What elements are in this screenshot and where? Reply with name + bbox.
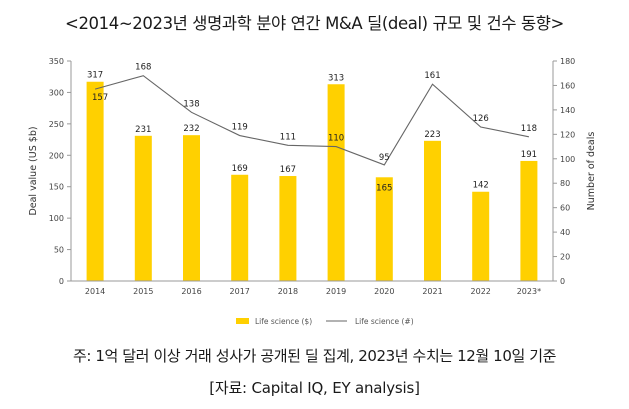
bar-value-label: 317 xyxy=(87,71,103,81)
legend-label-line: Life science (#) xyxy=(355,317,414,326)
bar xyxy=(327,84,345,281)
line-value-label: 95 xyxy=(379,153,390,163)
x-tick-label: 2014 xyxy=(85,287,105,296)
left-tick-label: 100 xyxy=(49,214,64,223)
right-tick-label: 180 xyxy=(560,57,575,66)
bar xyxy=(520,160,538,281)
bar xyxy=(472,191,490,281)
bar xyxy=(183,135,200,281)
line-value-label: 119 xyxy=(232,123,248,133)
left-tick-label: 350 xyxy=(49,57,64,66)
bar-series xyxy=(86,81,538,281)
right-tick-label: 80 xyxy=(560,179,570,188)
right-tick-label: 20 xyxy=(560,253,570,262)
x-tick-label: 2021 xyxy=(422,287,442,296)
bar xyxy=(375,177,393,281)
left-tick-label: 200 xyxy=(49,151,64,160)
right-tick-label: 100 xyxy=(560,155,575,164)
x-tick-label: 2017 xyxy=(230,287,250,296)
combo-chart: 0 50 100 150 200 250 300 350 0 20 40 60 80 100 120 140… xyxy=(28,57,597,326)
line-value-label: 111 xyxy=(280,132,296,142)
line-value-label: 110 xyxy=(328,134,344,144)
bar-value-labels: 317 231 232 169 167 313 165 223 142 191 xyxy=(87,71,537,194)
x-axis: 2014 2015 2016 2017 2018 2019 2020 2021 2022 2023… xyxy=(71,280,553,296)
bar-value-label: 313 xyxy=(328,73,344,83)
bar-value-label: 232 xyxy=(183,124,199,134)
legend-label-bar: Life science ($) xyxy=(255,317,312,326)
left-axis: 0 50 100 150 200 250 300 350 xyxy=(49,57,72,286)
left-tick-label: 250 xyxy=(49,120,64,129)
left-tick-label: 50 xyxy=(54,246,64,255)
left-tick-label: 300 xyxy=(49,88,64,97)
bar-value-label: 167 xyxy=(280,165,296,175)
line-value-label: 168 xyxy=(135,63,151,73)
bar xyxy=(279,176,297,281)
x-tick-label: 2019 xyxy=(326,287,346,296)
bar-value-label: 231 xyxy=(135,125,151,135)
x-tick-label: 2016 xyxy=(181,287,201,296)
x-tick-label: 2023* xyxy=(517,287,541,296)
right-tick-label: 140 xyxy=(560,106,575,115)
right-tick-label: 60 xyxy=(560,204,570,213)
bar xyxy=(86,81,104,281)
right-tick-label: 120 xyxy=(560,130,575,139)
x-tick-label: 2015 xyxy=(133,287,153,296)
bar xyxy=(231,174,249,281)
bar-value-label: 169 xyxy=(232,164,248,174)
bar-value-label: 165 xyxy=(376,183,392,193)
line-series-path xyxy=(94,75,530,166)
right-tick-label: 40 xyxy=(560,228,570,237)
right-axis: 0 20 40 60 80 100 120 140 160 180 xyxy=(552,57,575,286)
bar-value-label: 142 xyxy=(473,181,489,191)
bar xyxy=(134,135,152,281)
bar-value-label: 223 xyxy=(424,130,440,140)
bar-value-label: 191 xyxy=(521,150,537,160)
line-value-label: 126 xyxy=(473,114,489,124)
x-tick-label: 2020 xyxy=(374,287,394,296)
x-tick-label: 2022 xyxy=(471,287,491,296)
bar xyxy=(424,140,441,281)
y2-axis-label: Number of deals xyxy=(586,132,597,211)
page-title: <2014~2023년 생명과학 분야 연간 M&A 딜(deal) 규모 및 … xyxy=(65,14,564,33)
y-axis-label: Deal value (US $b) xyxy=(28,126,39,215)
legend: Life science ($) Life science (#) xyxy=(236,317,414,326)
left-tick-label: 0 xyxy=(59,277,64,286)
line-series: 157 168 138 119 111 110 95 161 126 118 xyxy=(92,63,537,166)
x-tick-label: 2018 xyxy=(278,287,298,296)
line-value-label: 138 xyxy=(183,99,199,109)
source-note: [자료: Capital IQ, EY analysis] xyxy=(209,379,420,397)
line-value-label: 157 xyxy=(92,93,108,103)
left-tick-label: 150 xyxy=(49,183,64,192)
line-value-label: 161 xyxy=(424,71,440,81)
legend-swatch-bar xyxy=(236,318,249,324)
right-tick-label: 0 xyxy=(560,277,565,286)
footnote: 주: 1억 달러 이상 거래 성사가 공개된 딜 집계, 2023년 수치는 1… xyxy=(72,347,557,365)
line-value-label: 118 xyxy=(521,124,537,134)
right-tick-label: 160 xyxy=(560,81,575,90)
